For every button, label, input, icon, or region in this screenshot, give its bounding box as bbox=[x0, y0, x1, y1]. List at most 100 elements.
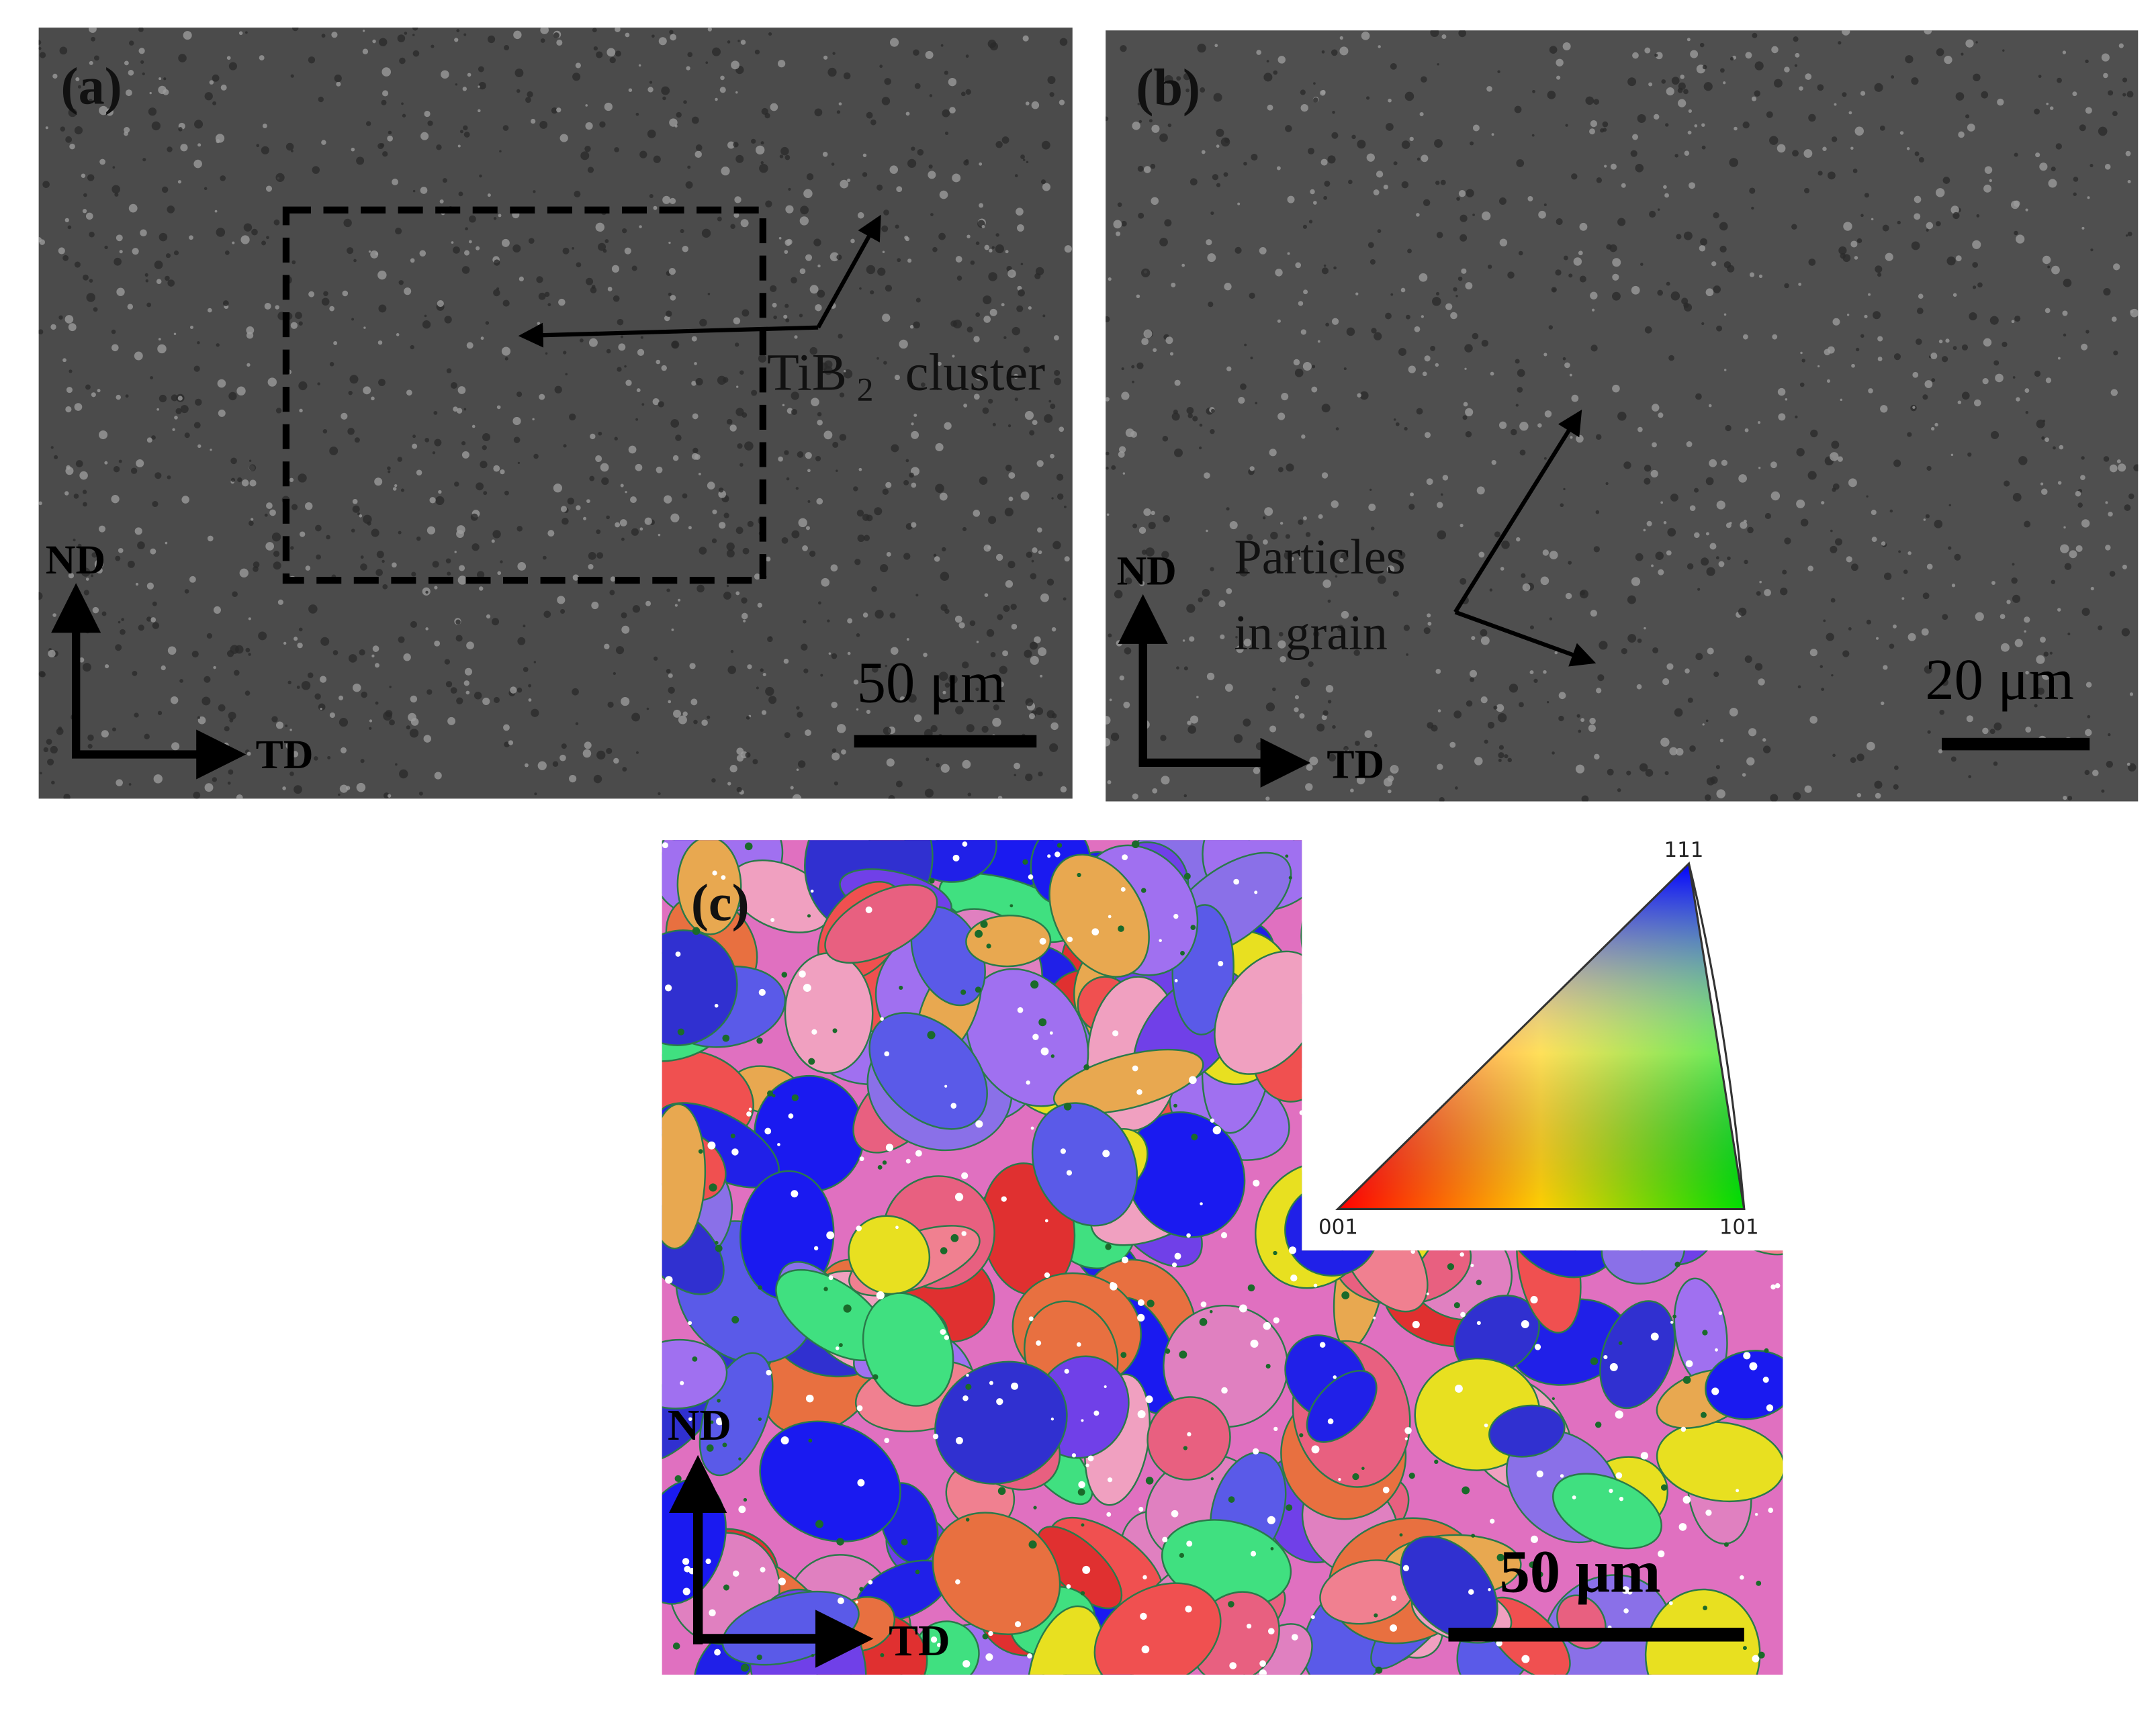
particle bbox=[1773, 79, 1783, 88]
particle bbox=[150, 548, 156, 555]
particle bbox=[699, 318, 707, 327]
boundary-pixel bbox=[1259, 1669, 1267, 1675]
particle bbox=[1751, 96, 1757, 101]
particle bbox=[1838, 246, 1847, 255]
particle bbox=[1130, 430, 1137, 438]
particle bbox=[1922, 592, 1930, 600]
particle bbox=[1610, 163, 1617, 170]
particle bbox=[995, 553, 1003, 561]
grain bbox=[824, 884, 938, 964]
particle bbox=[539, 394, 545, 400]
boundary-pixel bbox=[1764, 1348, 1769, 1353]
particle bbox=[285, 741, 294, 750]
particle bbox=[694, 362, 697, 365]
particle bbox=[1106, 513, 1110, 516]
particle bbox=[784, 732, 791, 739]
particle bbox=[2116, 459, 2121, 463]
boundary-pixel bbox=[1165, 1348, 1171, 1354]
particle bbox=[737, 40, 740, 42]
particle bbox=[962, 526, 967, 532]
particle bbox=[322, 429, 328, 434]
particle bbox=[1132, 122, 1140, 130]
particle bbox=[447, 716, 456, 725]
particle bbox=[1548, 325, 1553, 330]
grain bbox=[1488, 1404, 1566, 1458]
particle bbox=[1300, 329, 1307, 335]
particle bbox=[1237, 202, 1241, 205]
particle bbox=[1121, 367, 1124, 371]
boundary-pixel bbox=[1171, 1510, 1179, 1518]
particle bbox=[1740, 521, 1748, 529]
particle bbox=[1189, 715, 1199, 724]
particle bbox=[1494, 531, 1500, 538]
particle bbox=[1435, 669, 1441, 674]
particle bbox=[615, 50, 621, 57]
particle bbox=[1562, 357, 1566, 361]
particle bbox=[60, 126, 65, 132]
particle bbox=[154, 472, 162, 479]
particle bbox=[715, 97, 718, 101]
boundary-pixel bbox=[808, 1058, 815, 1065]
boundary-pixel bbox=[1233, 878, 1239, 885]
particle bbox=[747, 664, 752, 669]
particle bbox=[675, 434, 682, 441]
particle bbox=[830, 564, 838, 572]
boundary-pixel bbox=[808, 1438, 813, 1443]
particle bbox=[64, 491, 69, 496]
particle bbox=[1321, 472, 1329, 479]
particle bbox=[2118, 43, 2124, 48]
particle bbox=[1459, 214, 1468, 222]
particle bbox=[831, 163, 835, 166]
boundary-pixel bbox=[1273, 1317, 1279, 1324]
particle bbox=[1989, 729, 1995, 735]
particle bbox=[1568, 561, 1572, 565]
particle bbox=[2041, 488, 2048, 495]
particle bbox=[871, 586, 877, 592]
particle bbox=[2011, 320, 2015, 324]
particle bbox=[422, 320, 431, 329]
particle bbox=[233, 669, 240, 676]
particle bbox=[297, 642, 303, 649]
boundary-pixel bbox=[733, 1570, 739, 1577]
particle bbox=[69, 369, 73, 373]
particle bbox=[1371, 328, 1377, 334]
particle bbox=[1600, 128, 1605, 133]
particle bbox=[1666, 663, 1674, 670]
particle bbox=[1035, 267, 1044, 276]
particle bbox=[1924, 30, 1932, 35]
particle bbox=[58, 726, 62, 731]
particle bbox=[617, 367, 622, 372]
scale-bar bbox=[1448, 1627, 1744, 1642]
particle bbox=[135, 582, 139, 586]
particle bbox=[211, 759, 220, 769]
particle bbox=[1991, 581, 1995, 585]
particle bbox=[497, 571, 502, 575]
boundary-pixel bbox=[1682, 1495, 1691, 1504]
particle bbox=[606, 515, 610, 520]
boundary-pixel bbox=[1680, 1426, 1687, 1432]
boundary-pixel bbox=[730, 1134, 735, 1139]
boundary-pixel bbox=[1660, 1484, 1668, 1491]
particle bbox=[1843, 222, 1852, 231]
boundary-pixel bbox=[1210, 1118, 1215, 1123]
boundary-pixel bbox=[1273, 1426, 1278, 1432]
particle bbox=[2045, 437, 2049, 443]
particle bbox=[1621, 648, 1627, 655]
particle bbox=[1882, 224, 1889, 232]
boundary-pixel bbox=[901, 1538, 908, 1546]
particle bbox=[1323, 195, 1328, 200]
particle bbox=[948, 674, 958, 684]
boundary-pixel bbox=[1147, 1299, 1155, 1307]
particle bbox=[665, 310, 672, 318]
boundary-pixel bbox=[1267, 1516, 1275, 1524]
grain bbox=[1031, 1102, 1138, 1227]
particle bbox=[1439, 797, 1445, 802]
boundary-pixel bbox=[944, 1084, 948, 1088]
particle bbox=[2104, 164, 2111, 170]
particle bbox=[1826, 633, 1834, 641]
particle bbox=[161, 186, 169, 193]
particle bbox=[1187, 721, 1192, 725]
particle bbox=[504, 741, 510, 747]
particle bbox=[1937, 694, 1940, 697]
particle bbox=[389, 719, 395, 726]
